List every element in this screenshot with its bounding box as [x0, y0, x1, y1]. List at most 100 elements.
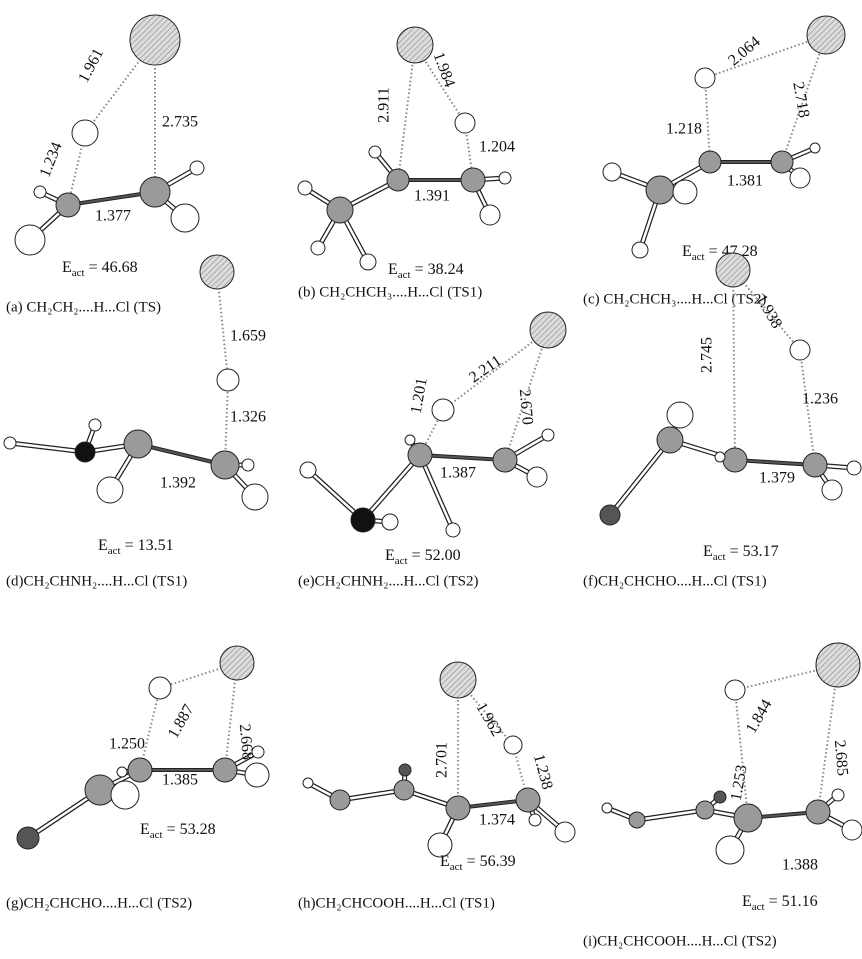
atom-h: [842, 820, 862, 840]
bond-length: 1.238: [530, 752, 556, 791]
atom-o: [600, 505, 620, 525]
bond-length: 1.204: [479, 139, 515, 156]
atom-c: [140, 177, 170, 207]
energy-symbol: E: [140, 821, 150, 838]
bond-length: 2.668: [236, 723, 256, 760]
energy-symbol: E: [703, 543, 713, 560]
activation-energy: Eact= 53.28: [140, 821, 216, 841]
bond-length: 2.911: [376, 87, 393, 122]
atom-h: [298, 181, 312, 195]
energy-value: = 38.24: [415, 261, 464, 278]
atom-h: [242, 484, 268, 510]
atom-h: [529, 814, 541, 826]
molecule-panel: 1.9612.7351.2341.377Eact= 46.68(a) CH₂CH…: [6, 15, 204, 315]
atom-h: [432, 399, 454, 421]
energy-subscript: act: [150, 829, 163, 841]
energy-value: = 52.00: [412, 547, 461, 564]
atom-h: [667, 402, 693, 428]
atom-o: [17, 827, 39, 849]
atom-h: [602, 803, 612, 813]
energy-subscript: act: [395, 555, 408, 567]
atom-c: [803, 453, 827, 477]
bond-length: 1.659: [230, 328, 266, 345]
caption: (h)CH₂CHCOOH....H...Cl (TS1): [298, 895, 495, 911]
atom-h: [847, 461, 861, 475]
caption: (i)CH₂CHCOOH....H...Cl (TS2): [583, 933, 777, 949]
atom-c: [806, 800, 830, 824]
activation-energy: Eact= 51.16: [742, 893, 818, 913]
atom-h: [555, 822, 575, 842]
energy-value: = 56.39: [467, 853, 516, 870]
atom-h: [149, 677, 171, 699]
caption: (f)CH₂CHCHO....H...Cl (TS1): [583, 573, 767, 589]
energy-subscript: act: [450, 861, 463, 873]
bond-length: 2.745: [699, 337, 716, 373]
atom-c: [327, 197, 353, 223]
atom-c: [446, 796, 470, 820]
atom-c: [723, 448, 747, 472]
atom-cl: [816, 643, 860, 687]
caption: (c) CH₂CHCH₃....H...Cl (TS2): [583, 291, 766, 307]
atom-h: [111, 781, 139, 809]
bond-length: 1.844: [743, 697, 776, 737]
bond-length: 1.326: [230, 409, 266, 426]
bond-length: 2.211: [466, 352, 505, 386]
atom-c: [85, 775, 115, 805]
atom-c: [657, 427, 683, 453]
bond-core: [610, 440, 670, 515]
atom-h: [725, 680, 745, 700]
atom-n: [75, 442, 95, 462]
bond-length: 1.961: [75, 46, 107, 86]
energy-value: = 53.17: [730, 543, 779, 560]
bond-length: 1.250: [109, 736, 145, 753]
atom-h: [695, 68, 715, 88]
energy-subscript: act: [752, 901, 765, 913]
atom-h: [673, 180, 697, 204]
bond-length: 1.379: [759, 470, 795, 487]
bond-core: [10, 443, 85, 452]
activation-energy: Eact= 52.00: [385, 547, 461, 567]
atom-h: [603, 163, 621, 181]
energy-value: = 51.16: [769, 893, 818, 910]
atom-cl: [716, 253, 750, 287]
bond-core: [637, 810, 705, 820]
atom-h: [405, 435, 415, 445]
energy-symbol: E: [98, 537, 108, 554]
atom-h: [790, 168, 810, 188]
energy-value: = 13.51: [125, 537, 174, 554]
atom-n: [351, 508, 375, 532]
atom-cl: [530, 312, 566, 348]
bond-length: 1.962: [472, 700, 505, 740]
bond-length: 1.236: [802, 391, 838, 408]
atom-h: [632, 242, 648, 258]
atom-c: [516, 788, 540, 812]
atom-c: [213, 758, 237, 782]
atom-h: [190, 161, 204, 175]
bond-length: 1.887: [165, 702, 198, 742]
h-bond: [705, 78, 710, 162]
atom-h: [832, 789, 844, 801]
atom-o: [714, 791, 726, 803]
atom-h: [716, 836, 744, 864]
atom-h: [360, 254, 376, 270]
atom-c: [408, 443, 432, 467]
h-bond: [140, 688, 160, 770]
atom-c: [387, 169, 409, 191]
activation-energy: Eact = 13.51: [98, 537, 174, 557]
energy-subscript: act: [108, 545, 121, 557]
atom-h: [369, 146, 381, 158]
bond-length: 2.064: [725, 33, 764, 69]
energy-symbol: E: [682, 243, 692, 260]
atom-h: [527, 467, 547, 487]
bond-core: [363, 455, 420, 520]
bond-length: 1.984: [430, 50, 458, 90]
bond-length: 1.201: [408, 377, 431, 415]
caption: (a) CH₂CH₂....H...Cl (TS): [6, 299, 161, 315]
atom-cl: [220, 646, 254, 680]
energy-symbol: E: [388, 261, 398, 278]
bond-length: 1.377: [95, 208, 131, 225]
atom-h: [303, 778, 313, 788]
energy-symbol: E: [62, 259, 72, 276]
